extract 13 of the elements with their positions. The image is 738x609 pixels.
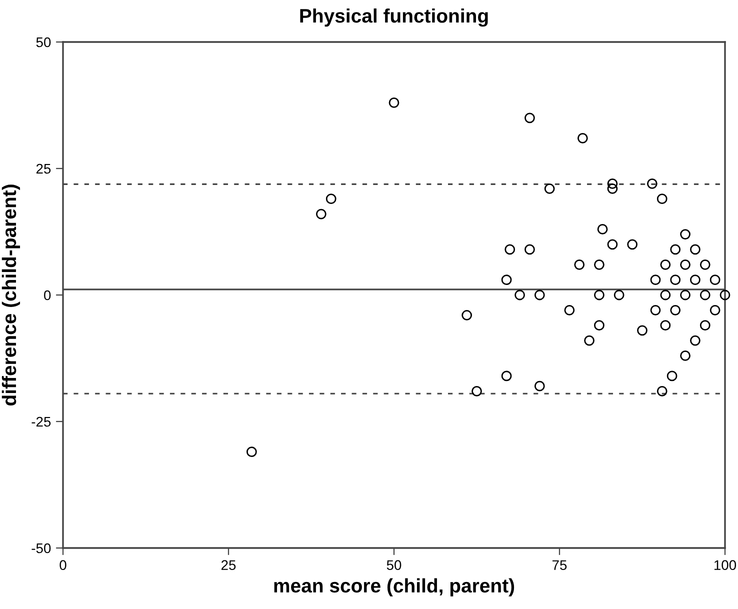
x-tick-label: 0 (60, 560, 66, 570)
x-axis-title: mean score (child, parent) (274, 578, 514, 596)
y-tick-label: -25 (32, 416, 51, 427)
x-tick-label: 50 (386, 560, 402, 570)
y-tick-label: -50 (32, 543, 51, 554)
x-tick-label: 75 (552, 560, 567, 570)
y-axis-title: difference (child-parent) (2, 184, 20, 406)
chart-title: Physical functioning (300, 8, 488, 27)
x-tick-label: 100 (714, 560, 736, 570)
y-tick-label: 0 (44, 290, 51, 300)
y-tick-label: 50 (36, 37, 51, 48)
y-tick-label: 25 (36, 164, 51, 174)
x-tick-label: 25 (221, 560, 236, 570)
